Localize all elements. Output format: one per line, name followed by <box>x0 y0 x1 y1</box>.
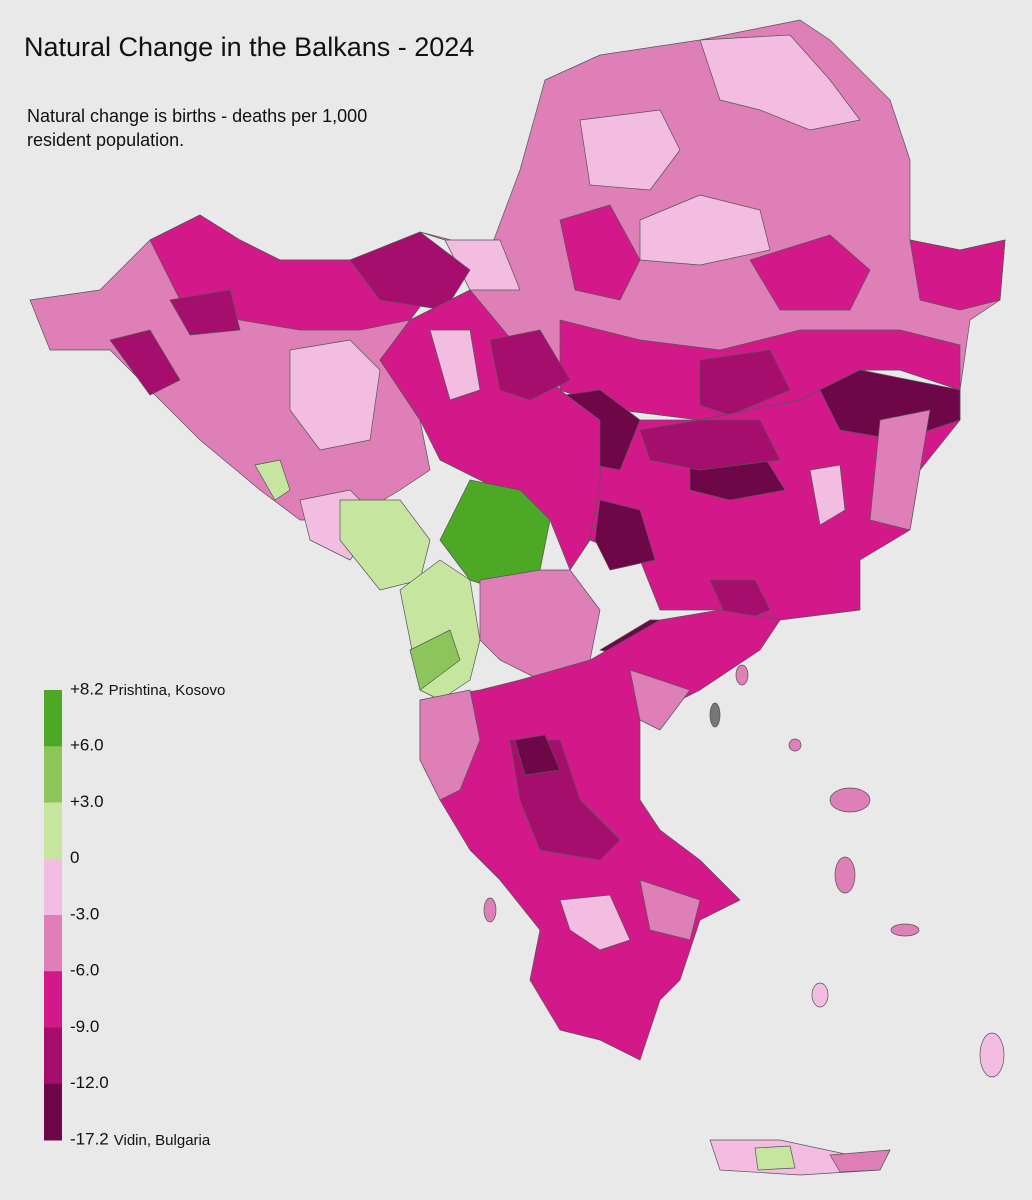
region <box>809 464 846 526</box>
island <box>735 664 749 686</box>
region <box>399 559 481 701</box>
subtitle: Natural change is births - deaths per 1,… <box>27 106 367 126</box>
legend-label: -9.0 <box>70 1017 99 1036</box>
island <box>979 1032 1005 1078</box>
region <box>289 339 381 451</box>
region <box>409 629 461 691</box>
legend-swatch <box>44 1083 62 1141</box>
region <box>169 289 241 336</box>
legend-swatch <box>44 915 62 972</box>
island <box>709 702 721 728</box>
legend-note: Vidin, Bulgaria <box>114 1132 211 1149</box>
region <box>699 34 861 131</box>
island <box>788 738 802 752</box>
island <box>811 982 829 1008</box>
island <box>829 787 871 813</box>
legend-label: +8.2 <box>70 679 104 698</box>
legend-swatch <box>44 1027 62 1085</box>
legend-note: Prishtina, Kosovo <box>109 682 226 699</box>
region <box>419 689 481 801</box>
region <box>559 204 641 301</box>
legend-label: -6.0 <box>70 961 99 980</box>
subtitle: resident population. <box>27 130 184 150</box>
region <box>909 239 1006 311</box>
title: Natural Change in the Balkans - 2024 <box>24 32 474 62</box>
island <box>834 856 856 894</box>
legend-swatch <box>44 690 62 747</box>
map <box>29 19 1006 1176</box>
region <box>349 231 471 311</box>
legend-label: -3.0 <box>70 904 99 923</box>
region <box>339 499 431 591</box>
legend-swatch <box>44 802 62 860</box>
region <box>429 329 481 401</box>
region <box>559 894 631 951</box>
legend-label: -12.0 <box>70 1073 109 1092</box>
legend-swatch <box>44 971 62 1028</box>
region <box>579 109 681 191</box>
region <box>594 499 656 571</box>
legend-swatch <box>44 746 62 803</box>
region <box>869 409 931 531</box>
island <box>890 923 920 937</box>
region <box>639 879 701 941</box>
region <box>514 734 561 776</box>
region <box>639 419 781 471</box>
region <box>754 1145 796 1171</box>
legend-label: 0 <box>70 848 79 867</box>
legend: +8.2 Prishtina, Kosovo +6.0 +3.0 0 -3.0 -6.0 -9… <box>44 679 226 1149</box>
region <box>699 349 791 416</box>
island <box>483 897 497 923</box>
legend-label: +3.0 <box>70 792 104 811</box>
region <box>254 459 291 501</box>
legend-label: -17.2 <box>70 1129 109 1148</box>
region <box>749 234 871 311</box>
region <box>489 329 571 401</box>
region <box>109 329 181 396</box>
region <box>629 669 691 731</box>
legend-swatch <box>44 858 62 916</box>
legend-label: +6.0 <box>70 736 104 755</box>
region <box>829 1149 891 1173</box>
